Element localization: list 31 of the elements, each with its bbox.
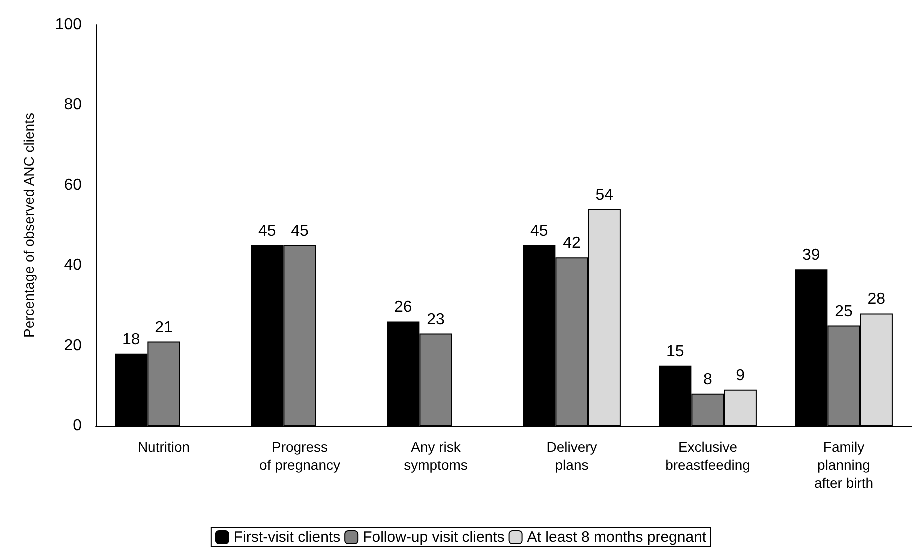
- data-label: 45: [258, 223, 276, 240]
- legend-label: First-visit clients: [234, 529, 341, 546]
- data-label: 54: [596, 186, 614, 204]
- legend-label: Follow-up visit clients: [363, 529, 505, 546]
- data-label: 9: [736, 367, 746, 384]
- data-label: 18: [122, 331, 140, 348]
- data-label: 8: [704, 371, 713, 388]
- x-tick-label: Nutrition: [138, 439, 190, 455]
- y-tick-label: 60: [64, 176, 82, 194]
- data-label: 26: [394, 299, 412, 316]
- legend-label: At least 8 months pregnant: [527, 529, 708, 546]
- y-tick-label: 20: [64, 337, 82, 354]
- data-label: 21: [155, 319, 173, 336]
- data-label: 15: [666, 343, 684, 360]
- data-label: 28: [868, 291, 886, 308]
- y-axis-title: Percentage of observed ANC clients: [21, 113, 37, 338]
- data-label: 42: [563, 235, 581, 252]
- data-label: 45: [530, 223, 548, 240]
- x-tick-label: Delivery plans: [546, 439, 598, 473]
- y-tick-label: 40: [64, 257, 82, 274]
- data-label: 45: [291, 223, 309, 240]
- x-tick-label: Exclusive breastfeeding: [666, 439, 750, 473]
- y-tick-label: 80: [64, 96, 82, 114]
- data-label: 39: [802, 247, 820, 264]
- y-tick-label: 0: [73, 418, 82, 434]
- x-tick-label: Any risk symptoms: [404, 439, 468, 473]
- x-tick-label: Family planning after birth: [814, 439, 874, 491]
- x-tick-label: Progress of pregnancy: [260, 439, 340, 473]
- data-label: 25: [835, 303, 853, 320]
- y-tick-label: 100: [55, 16, 82, 34]
- data-label: 23: [427, 311, 445, 328]
